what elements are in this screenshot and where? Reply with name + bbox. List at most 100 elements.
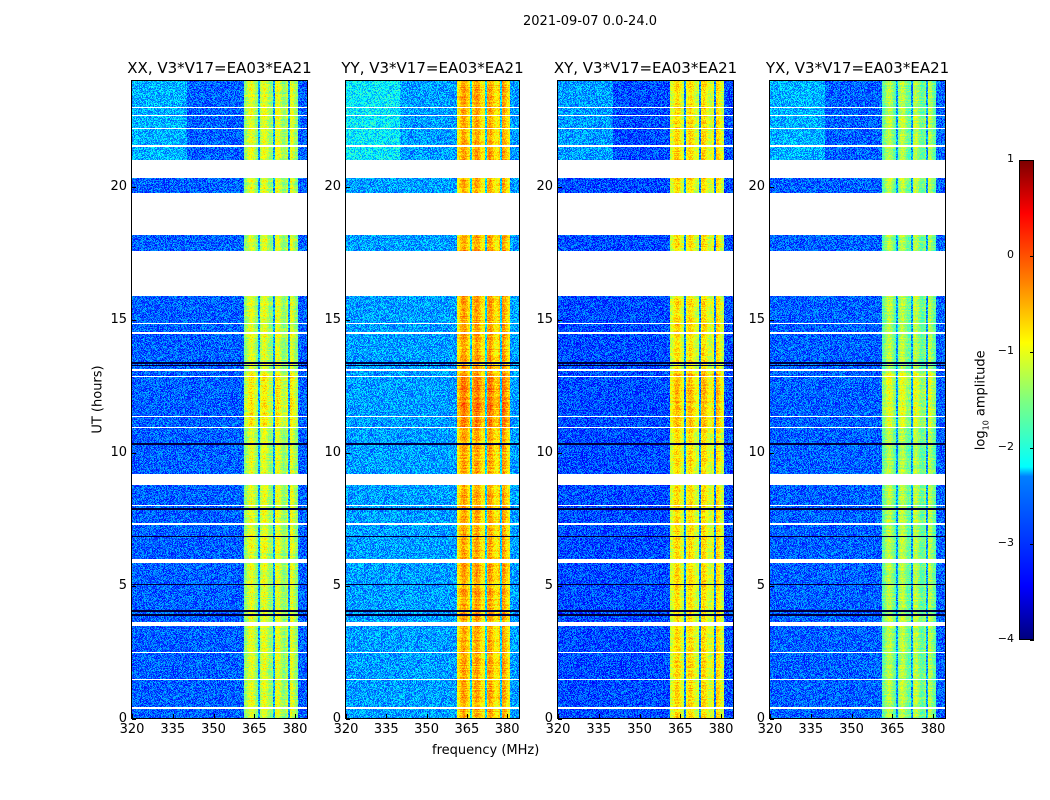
- x-tick-label: 335: [160, 722, 186, 737]
- y-tick-mark: [132, 186, 136, 188]
- colorbar-tick-mark: [1030, 352, 1034, 353]
- heatmap-image: [346, 81, 519, 718]
- x-tick-mark: [680, 714, 682, 718]
- x-tick-label: 380: [708, 722, 734, 737]
- x-tick-mark: [426, 714, 428, 718]
- x-tick-label: 320: [757, 722, 783, 737]
- y-tick-label: 10: [748, 444, 765, 460]
- y-tick-label: 0: [118, 711, 127, 726]
- heatmap-image: [132, 81, 307, 718]
- y-tick-label: 5: [756, 577, 765, 593]
- y-tick-mark: [346, 186, 350, 188]
- y-tick-label: 10: [536, 444, 553, 460]
- y-tick-mark: [558, 319, 562, 321]
- x-tick-label: 335: [798, 722, 824, 737]
- y-tick-mark: [132, 719, 136, 720]
- colorbar-tick-label: −4: [997, 632, 1014, 645]
- y-tick-label: 0: [544, 711, 553, 726]
- panel-title: XX, V3*V17=EA03*EA21: [127, 59, 312, 77]
- x-tick-label: 365: [879, 722, 905, 737]
- y-tick-label: 15: [536, 311, 553, 327]
- x-tick-mark: [892, 714, 894, 718]
- x-tick-label: 320: [333, 722, 359, 737]
- panel-title: XY, V3*V17=EA03*EA21: [553, 59, 738, 77]
- y-tick-mark: [346, 719, 350, 720]
- heatmap-image: [558, 81, 733, 718]
- y-tick-mark: [558, 585, 562, 587]
- x-tick-label: 350: [201, 722, 226, 737]
- x-tick-mark: [466, 714, 468, 718]
- x-tick-mark: [639, 714, 641, 718]
- heatmap-panel-4: [769, 80, 946, 719]
- x-tick-mark: [507, 714, 509, 718]
- x-tick-mark: [810, 714, 812, 718]
- x-tick-mark: [172, 714, 174, 718]
- y-tick-label: 20: [324, 178, 341, 194]
- y-tick-label: 0: [332, 711, 341, 726]
- y-tick-label: 10: [110, 444, 127, 460]
- x-tick-mark: [933, 714, 935, 718]
- y-tick-mark: [346, 319, 350, 321]
- colorbar-label: log10 amplitude: [973, 350, 991, 451]
- panel-title: YX, V3*V17=EA03*EA21: [765, 59, 950, 77]
- x-tick-label: 380: [494, 722, 520, 737]
- y-tick-label: 15: [748, 311, 765, 327]
- heatmap-panel-2: [345, 80, 520, 719]
- colorbar: [1019, 160, 1034, 640]
- x-tick-mark: [132, 714, 133, 718]
- y-tick-mark: [132, 319, 136, 321]
- colorbar-tick-label: −2: [997, 440, 1014, 453]
- x-tick-mark: [386, 714, 388, 718]
- y-tick-mark: [346, 585, 350, 587]
- x-tick-mark: [721, 714, 723, 718]
- x-tick-label: 350: [839, 722, 864, 737]
- colorbar-tick-label: 0: [1007, 248, 1014, 261]
- y-tick-label: 0: [756, 711, 765, 726]
- x-tick-label: 350: [414, 722, 439, 737]
- x-tick-label: 365: [241, 722, 267, 737]
- heatmap-panel-3: [557, 80, 734, 719]
- y-tick-label: 5: [544, 577, 553, 593]
- x-axis-label: frequency (MHz): [432, 743, 540, 758]
- x-tick-label: 380: [282, 722, 308, 737]
- x-tick-label: 335: [373, 722, 399, 737]
- x-tick-mark: [346, 714, 347, 718]
- y-axis-label: UT (hours): [90, 365, 106, 434]
- colorbar-tick-label: −3: [997, 536, 1014, 549]
- panel-title: YY, V3*V17=EA03*EA21: [341, 59, 524, 77]
- x-tick-label: 365: [667, 722, 693, 737]
- colorbar-tick-mark: [1030, 160, 1034, 161]
- y-tick-mark: [346, 452, 350, 454]
- figure-title: 2021-09-07 0.0-24.0: [523, 14, 657, 29]
- x-tick-label: 365: [454, 722, 480, 737]
- y-tick-label: 20: [110, 178, 127, 194]
- y-tick-mark: [770, 719, 774, 720]
- y-tick-mark: [132, 585, 136, 587]
- y-tick-label: 5: [118, 577, 127, 593]
- y-tick-mark: [558, 452, 562, 454]
- x-tick-label: 350: [627, 722, 652, 737]
- y-tick-label: 15: [110, 311, 127, 327]
- colorbar-tick-label: 1: [1007, 152, 1014, 165]
- y-tick-mark: [132, 452, 136, 454]
- y-tick-mark: [770, 319, 774, 321]
- colorbar-tick-mark: [1030, 640, 1034, 641]
- y-tick-label: 20: [536, 178, 553, 194]
- y-tick-mark: [770, 186, 774, 188]
- x-tick-label: 320: [119, 722, 145, 737]
- y-tick-label: 5: [332, 577, 341, 593]
- colorbar-tick-mark: [1030, 544, 1034, 545]
- y-tick-mark: [558, 719, 562, 720]
- x-tick-label: 380: [920, 722, 946, 737]
- colorbar-tick-mark: [1030, 256, 1034, 257]
- colorbar-tick-label: −1: [997, 344, 1014, 357]
- heatmap-panel-1: [131, 80, 308, 719]
- heatmap-image: [770, 81, 945, 718]
- colorbar-tick-mark: [1030, 448, 1034, 449]
- x-tick-mark: [295, 714, 297, 718]
- x-tick-mark: [558, 714, 559, 718]
- y-tick-label: 10: [324, 444, 341, 460]
- x-tick-label: 320: [545, 722, 571, 737]
- x-tick-label: 335: [586, 722, 612, 737]
